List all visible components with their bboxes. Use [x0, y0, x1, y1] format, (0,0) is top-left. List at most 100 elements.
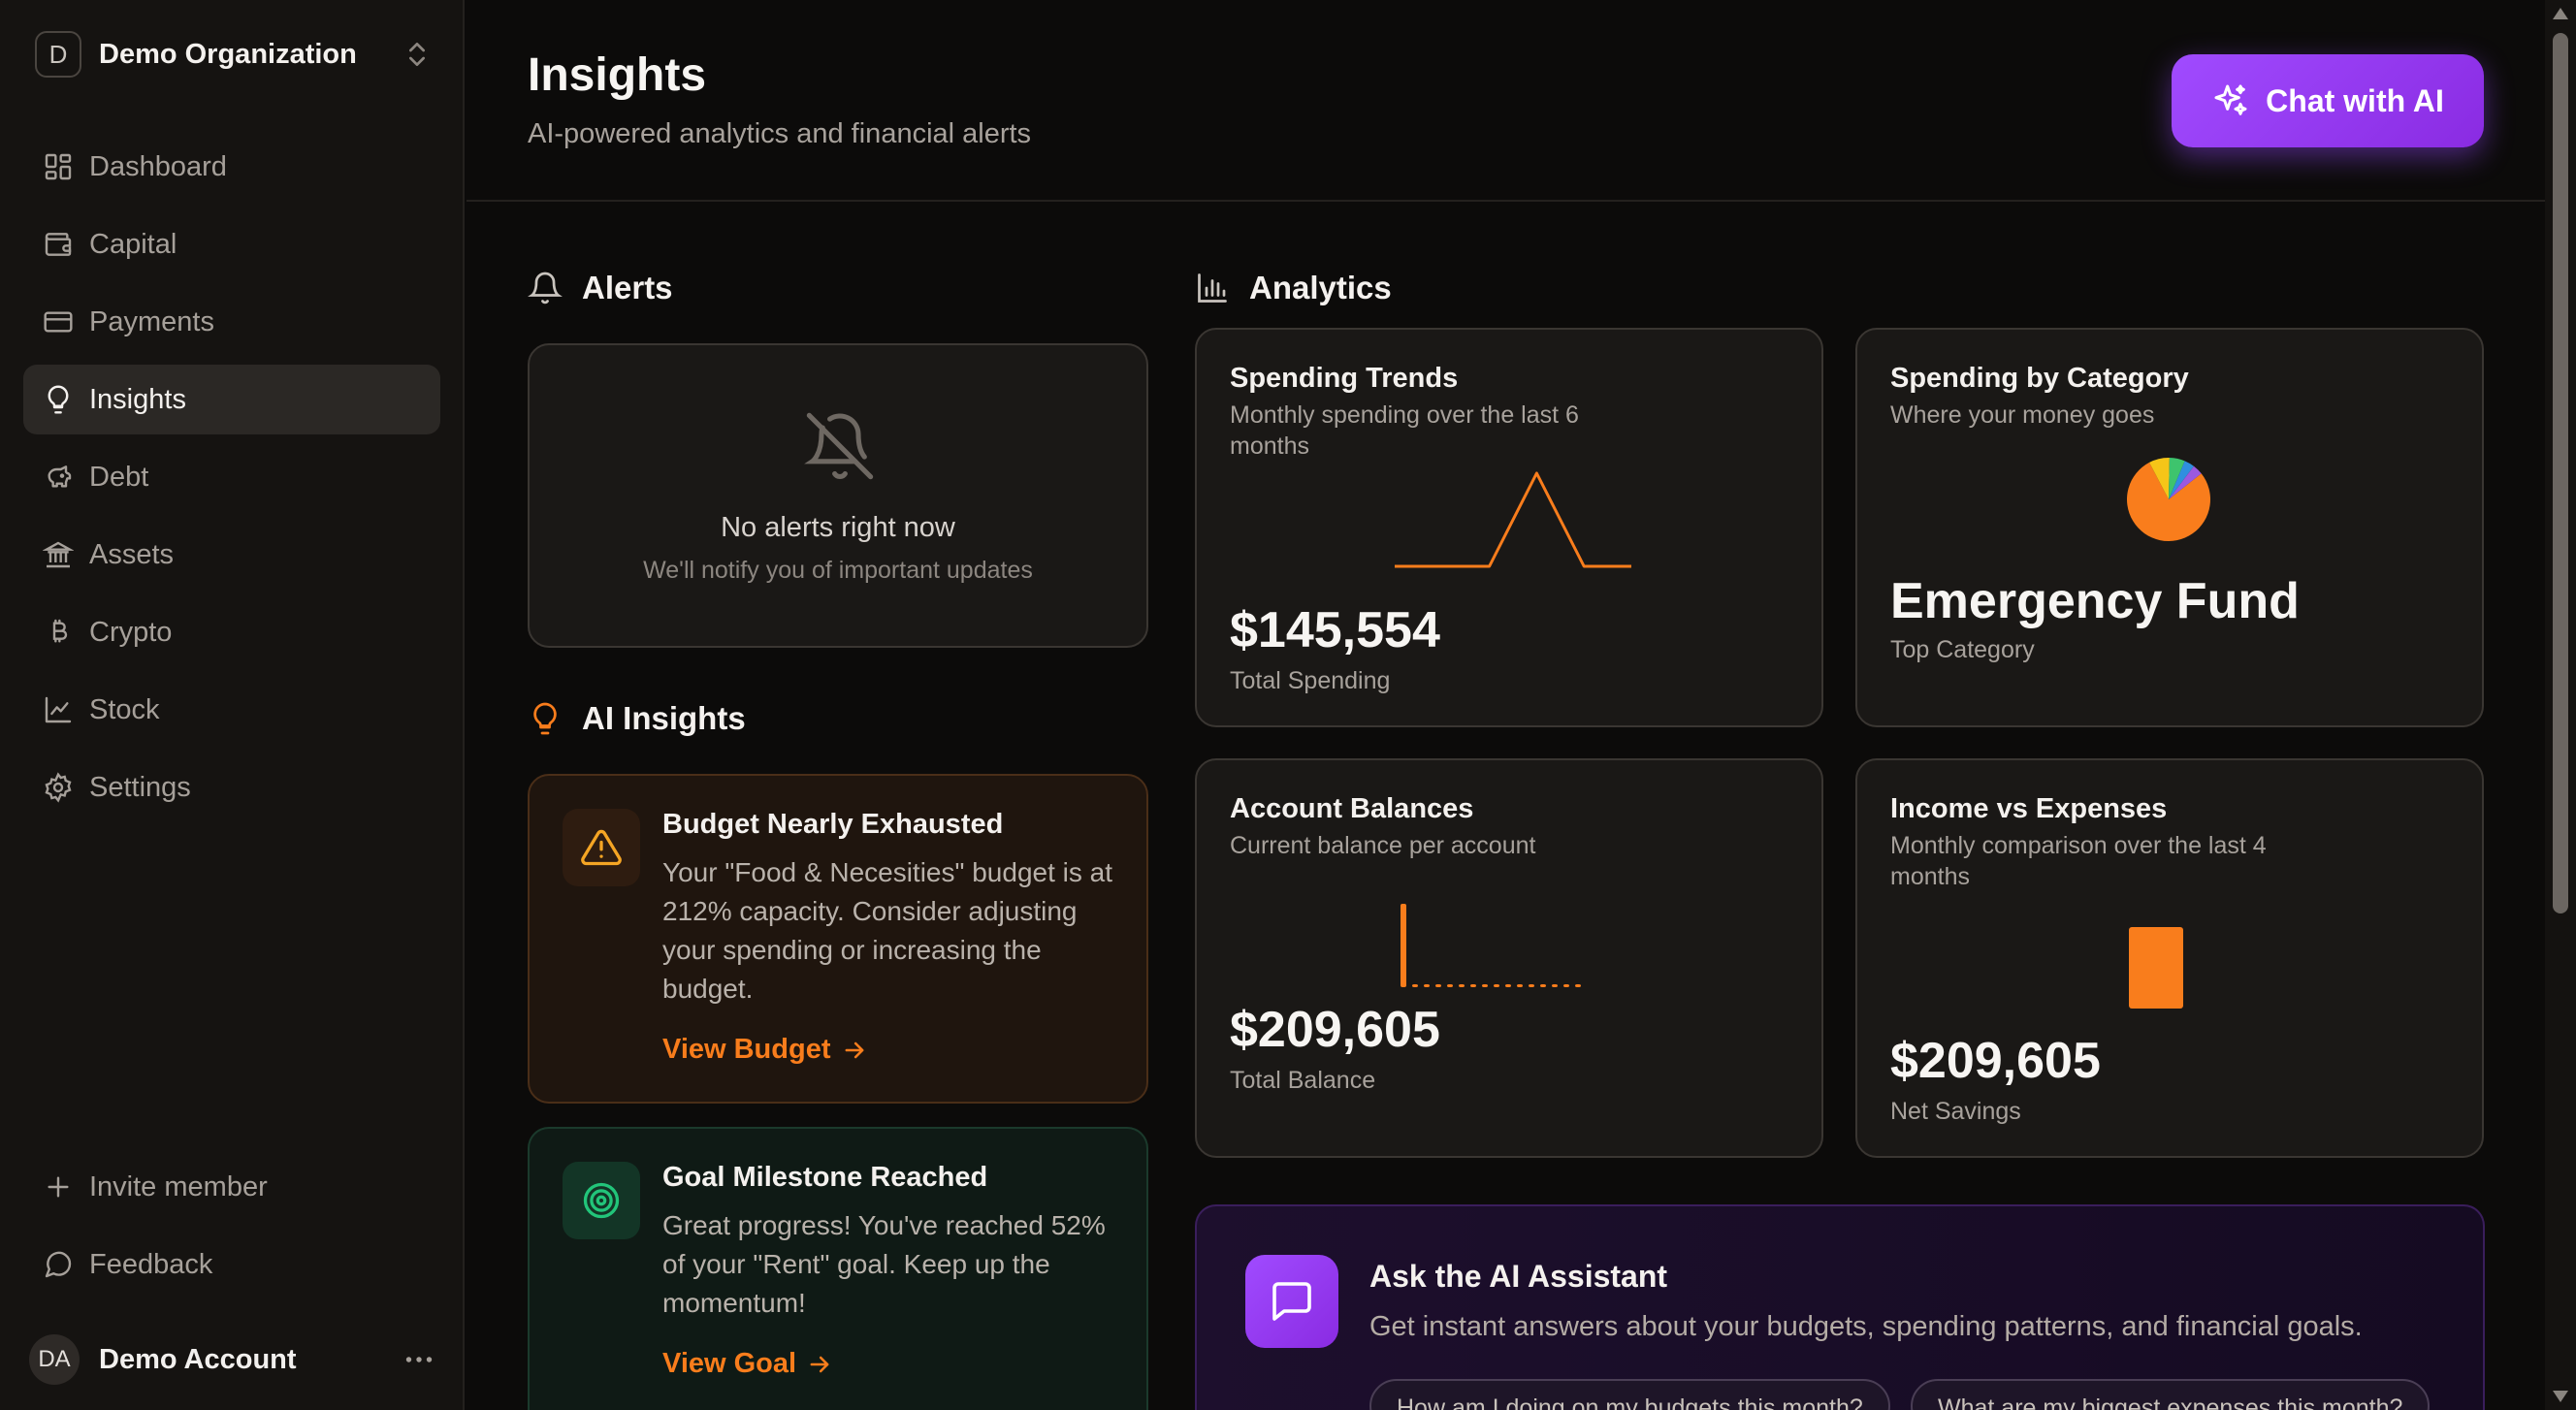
sidebar-item-debt[interactable]: Debt [23, 442, 440, 512]
sidebar-item-insights[interactable]: Insights [23, 365, 440, 434]
bell-icon [528, 272, 563, 304]
spending-category-card: Spending by Category Where your money go… [1855, 328, 2484, 727]
account-balances-chart [1401, 904, 1581, 987]
sidebar-item-label: Settings [89, 771, 191, 803]
line-chart-icon [45, 696, 72, 723]
sidebar-bottom-nav: Invite member Feedback [23, 1152, 440, 1307]
total-spending-value: $145,554 [1230, 602, 1440, 658]
card-title: Spending Trends [1230, 363, 1459, 394]
sidebar-item-assets[interactable]: Assets [23, 520, 440, 590]
org-avatar: D [35, 31, 81, 78]
analytics-title: Analytics [1249, 270, 1392, 305]
sidebar-item-dashboard[interactable]: Dashboard [23, 132, 440, 202]
chat-with-ai-button[interactable]: Chat with AI [2172, 54, 2484, 147]
net-savings-value: $209,605 [1890, 1033, 2101, 1089]
spending-trend-line [1395, 471, 1631, 568]
arrow-right-icon [845, 1041, 863, 1058]
invite-member-button[interactable]: Invite member [23, 1152, 440, 1222]
org-name: Demo Organization [99, 38, 357, 70]
lightbulb-icon [533, 702, 557, 735]
bank-icon [43, 541, 74, 568]
feedback-button[interactable]: Feedback [23, 1230, 440, 1299]
message-square-icon [1272, 1282, 1311, 1321]
sidebar-item-settings[interactable]: Settings [23, 753, 440, 822]
scroll-down-arrow[interactable] [2553, 1391, 2568, 1402]
balance-bar [1563, 984, 1569, 987]
balance-bar [1482, 984, 1488, 987]
insight-icon-wrap [563, 809, 640, 886]
alerts-card: No alerts right now We'll notify you of … [528, 343, 1148, 648]
message-circle-icon [45, 1251, 72, 1278]
scrollbar[interactable] [2545, 0, 2576, 1410]
account-balances-card: Account Balances Current balance per acc… [1195, 758, 1823, 1158]
org-switcher[interactable]: D Demo Organization [35, 31, 433, 78]
category-pie-chart [2127, 458, 2210, 541]
insight-title: Goal Milestone Reached [662, 1162, 988, 1193]
view-budget-link[interactable]: View Budget [662, 1034, 868, 1066]
insight-title: Budget Nearly Exhausted [662, 809, 1004, 840]
ai-insights-title: AI Insights [582, 700, 746, 736]
insight-body: Great progress! You've reached 52% of yo… [662, 1210, 1106, 1318]
net-savings-label: Net Savings [1890, 1098, 2021, 1125]
analytics-heading: Analytics [1195, 270, 1392, 306]
balance-bar [1517, 984, 1523, 987]
lightbulb-icon [48, 385, 69, 414]
total-spending-label: Total Spending [1230, 667, 1391, 694]
suggestion-chip-expenses[interactable]: What are my biggest expenses this month? [1911, 1379, 2431, 1410]
sidebar-nav: Dashboard Capital Payments Insights Debt… [23, 132, 440, 830]
insight-body: Your "Food & Necesities" budget is at 21… [662, 857, 1112, 1004]
sidebar-item-label: Debt [89, 461, 149, 493]
suggestion-chip-budgets[interactable]: How am I doing on my budgets this month? [1369, 1379, 1890, 1410]
alerts-heading: Alerts [528, 270, 673, 306]
pie-slice [2169, 465, 2202, 499]
invite-member-label: Invite member [89, 1170, 268, 1202]
account-name: Demo Account [99, 1343, 297, 1375]
net-savings-bar [2129, 927, 2183, 1009]
scroll-up-arrow[interactable] [2553, 8, 2568, 19]
balance-bar [1401, 904, 1406, 987]
sidebar-item-label: Dashboard [89, 150, 227, 182]
sidebar-item-label: Crypto [89, 616, 173, 648]
balance-bar [1575, 984, 1581, 987]
chevron-up-down-icon[interactable] [402, 39, 433, 70]
account-menu[interactable]: DA Demo Account [29, 1334, 433, 1385]
insight-card-goal: Goal Milestone Reached Great progress! Y… [528, 1127, 1148, 1410]
balance-bar [1447, 984, 1453, 987]
page-header: Insights AI-powered analytics and financ… [467, 0, 2545, 202]
scrollbar-thumb[interactable] [2553, 33, 2568, 913]
no-alerts-text: No alerts right now [721, 512, 955, 543]
income-expenses-card: Income vs Expenses Monthly comparison ov… [1855, 758, 2484, 1158]
page-subtitle: AI-powered analytics and financial alert… [528, 118, 1032, 149]
more-horizontal-icon[interactable] [402, 1342, 436, 1377]
sidebar-item-capital[interactable]: Capital [23, 209, 440, 279]
page-title: Insights [528, 49, 707, 101]
sidebar-item-stock[interactable]: Stock [23, 675, 440, 745]
sparkles-icon [2214, 84, 2247, 115]
view-goal-link[interactable]: View Goal [662, 1348, 833, 1380]
spending-trends-card: Spending Trends Monthly spending over th… [1195, 328, 1823, 727]
gear-icon [45, 772, 72, 803]
insight-icon-wrap [563, 1162, 640, 1239]
card-title: Income vs Expenses [1890, 793, 2168, 824]
bell-off-icon [804, 412, 874, 480]
card-subtitle: Monthly comparison over the last 4 month… [1890, 832, 2267, 890]
notify-text: We'll notify you of important updates [643, 557, 1033, 584]
credit-card-icon [44, 311, 73, 333]
ai-insights-heading: AI Insights [528, 700, 746, 737]
sidebar-item-label: Insights [89, 383, 186, 415]
sidebar-item-crypto[interactable]: Crypto [23, 597, 440, 667]
balance-bar [1505, 984, 1511, 987]
sidebar-item-label: Assets [89, 538, 175, 570]
balance-bar [1529, 984, 1534, 987]
insight-card-budget: Budget Nearly Exhausted Your "Food & Nec… [528, 774, 1148, 1104]
sidebar-item-payments[interactable]: Payments [23, 287, 440, 357]
dashboard-icon [45, 153, 72, 180]
pie-slice [2149, 458, 2170, 499]
balance-bar [1412, 984, 1418, 987]
assistant-title: Ask the AI Assistant [1369, 1259, 1668, 1294]
balance-bar [1435, 984, 1441, 987]
view-goal-label: View Goal [662, 1348, 797, 1379]
pie-slice [2169, 458, 2185, 499]
total-balance-label: Total Balance [1230, 1067, 1376, 1094]
assistant-icon-wrap [1245, 1255, 1338, 1348]
